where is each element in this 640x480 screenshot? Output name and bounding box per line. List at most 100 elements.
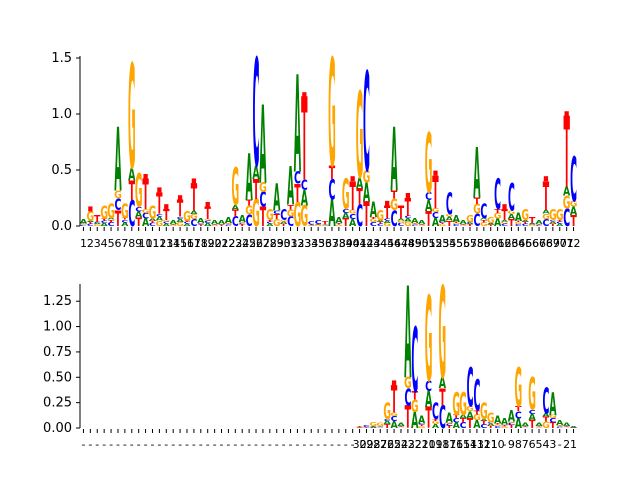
logo-letter-t: T [108, 219, 115, 224]
x-tick-label: - [558, 438, 562, 451]
logo-letter-g: G [376, 422, 384, 427]
logo-letter-c: C [225, 224, 232, 226]
logo-letter-a: A [556, 222, 564, 227]
x-tick-label: 10 [491, 438, 505, 451]
logo-letter-a: A [390, 420, 398, 431]
logo-letter-a: A [529, 413, 536, 422]
error-cap [88, 206, 93, 212]
logo-letter-c: C [418, 423, 425, 425]
x-tick-label: 49 [408, 237, 422, 250]
logo-letter-g: G [487, 216, 495, 225]
logo-letter-c: C [460, 422, 467, 431]
x-tick-label: 67 [532, 237, 546, 250]
logo-letter-t: T [391, 190, 397, 202]
logo-letter-a: A [418, 415, 425, 427]
logo-letter-c: C [308, 221, 315, 226]
x-tick-label: - [199, 438, 203, 451]
x-tick-label: 54 [442, 237, 456, 250]
logo-letter-g: G [480, 399, 488, 425]
logo-letter-t: T [142, 172, 149, 220]
logo-letter-g: G [445, 422, 453, 424]
logo-letter-t: T [191, 178, 198, 221]
error-cap [391, 380, 397, 386]
logo-letter-c: C [494, 426, 501, 429]
logo-letter-t: T [177, 197, 183, 223]
x-tick-label: 7 [121, 237, 128, 250]
x-tick-label: 20 [208, 237, 222, 250]
logo-letter-a: A [487, 423, 495, 426]
logo-letter-c: C [522, 222, 529, 227]
logo-letter-g: G [280, 220, 288, 222]
logo-letter-a: A [515, 415, 522, 431]
logo-letter-c: C [177, 216, 184, 219]
x-tick-label: 30 [277, 237, 291, 250]
logo-letter-a: A [107, 218, 115, 221]
logo-letter-a: A [101, 222, 109, 227]
logo-letter-a: A [446, 410, 453, 426]
logo-letter-a: A [522, 422, 530, 427]
logo-letter-g: G [300, 199, 308, 233]
logo-letter-t: T [446, 219, 453, 228]
error-cap [564, 111, 569, 117]
logo-letter-t: T [550, 422, 557, 431]
x-tick-label: - [116, 438, 120, 451]
logo-letter-g: G [480, 221, 488, 227]
logo-letter-a: A [459, 414, 467, 419]
logo-letter-t: T [301, 75, 307, 207]
x-tick-label: 3 [549, 438, 556, 451]
logo-letter-g: G [321, 225, 329, 226]
logo-letter-g: G [466, 214, 474, 225]
logo-letter-g: G [142, 208, 150, 214]
logo-letter-g: G [425, 273, 433, 408]
logo-letter-a: A [294, 49, 301, 204]
logo-letter-c: C [246, 213, 253, 231]
logo-letter-g: G [473, 414, 481, 423]
x-tick-label: 15 [456, 438, 470, 451]
x-tick-label: 7 [522, 438, 529, 451]
logo-letter-c: C [294, 169, 301, 189]
x-tick-label: - [109, 438, 113, 451]
x-tick-label: 34 [304, 237, 318, 250]
logo-letter-a: A [487, 223, 495, 225]
logo-letter-a: A [563, 422, 571, 427]
logo-letter-a: A [245, 140, 252, 216]
logo-letter-c: C [301, 177, 308, 194]
logo-letter-a: A [425, 386, 432, 412]
logo-letter-t: T [349, 173, 356, 220]
logo-letter-g: G [501, 221, 509, 224]
logo-letter-a: A [363, 427, 371, 428]
logo-letter-g: G [411, 224, 419, 226]
logo-letter-c: C [501, 222, 508, 227]
logo-letter-g: G [356, 427, 364, 428]
x-tick-label: - [192, 438, 196, 451]
logo-letter-c: C [190, 218, 197, 229]
x-tick-label: 6 [529, 438, 536, 451]
logo-letter-c: C [211, 224, 218, 225]
x-tick-label: 38 [332, 237, 346, 250]
logo-letter-a: A [535, 422, 543, 427]
logo-letter-t: T [405, 195, 412, 223]
logo-letter-t: T [494, 423, 501, 425]
logo-letter-t: T [474, 197, 481, 207]
logo-letter-g: G [197, 223, 205, 224]
logo-letter-t: T [529, 216, 535, 225]
logo-letter-c: C [115, 197, 122, 215]
x-tick-label: 1 [570, 438, 577, 451]
logo-letter-t: T [536, 224, 543, 225]
logo-letter-t: T [412, 390, 418, 403]
logo-letter-t: T [481, 219, 488, 224]
logo-letter-t: T [370, 217, 377, 220]
logo-letter-t: T [570, 428, 577, 429]
x-tick-label: 61 [491, 237, 505, 250]
logo-letter-a: A [418, 219, 426, 225]
logo-letter-t: T [563, 426, 570, 427]
logo-letter-a: A [259, 84, 266, 208]
logo-letter-t: T [384, 423, 391, 430]
logo-letter-c: C [570, 145, 577, 216]
logo-letter-g: G [363, 168, 371, 188]
x-tick-label: - [123, 438, 127, 451]
logo-letter-t: T [543, 173, 550, 220]
logo-letter-c: C [522, 426, 529, 427]
logo-letter-t: T [246, 199, 252, 208]
x-tick-label: - [157, 438, 161, 451]
